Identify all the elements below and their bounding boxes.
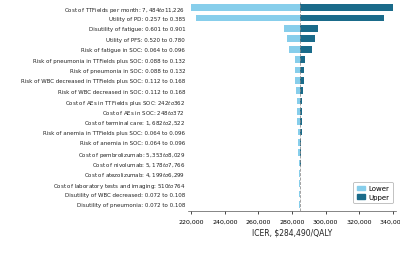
Legend: Lower, Upper: Lower, Upper <box>354 182 392 203</box>
Bar <box>300 77 304 84</box>
Bar <box>297 108 300 115</box>
Bar <box>300 88 303 94</box>
Bar <box>300 67 304 74</box>
Bar <box>300 150 301 156</box>
Bar <box>300 47 312 53</box>
Bar <box>300 36 315 43</box>
Bar <box>300 16 384 22</box>
Bar <box>298 160 300 167</box>
Bar <box>300 5 393 12</box>
Bar <box>297 119 300 125</box>
Bar <box>196 16 300 22</box>
Bar <box>300 26 318 33</box>
Bar <box>294 57 300 64</box>
Bar <box>298 139 300 146</box>
Bar <box>287 36 300 43</box>
Bar <box>295 77 300 84</box>
Bar <box>300 119 302 125</box>
Bar <box>300 108 302 115</box>
Bar <box>284 26 300 33</box>
Bar <box>299 201 300 208</box>
Bar <box>300 98 302 105</box>
Bar <box>300 129 302 136</box>
Bar <box>296 88 300 94</box>
Bar <box>295 67 300 74</box>
Bar <box>299 170 300 177</box>
Bar <box>297 98 300 105</box>
Bar <box>290 47 300 53</box>
Bar <box>300 139 301 146</box>
Bar <box>299 191 300 198</box>
Bar <box>298 150 300 156</box>
Bar <box>299 181 300 187</box>
Bar <box>298 129 300 136</box>
X-axis label: ICER, $284,490/QALY: ICER, $284,490/QALY <box>252 228 332 236</box>
Bar <box>191 5 300 12</box>
Bar <box>300 57 304 64</box>
